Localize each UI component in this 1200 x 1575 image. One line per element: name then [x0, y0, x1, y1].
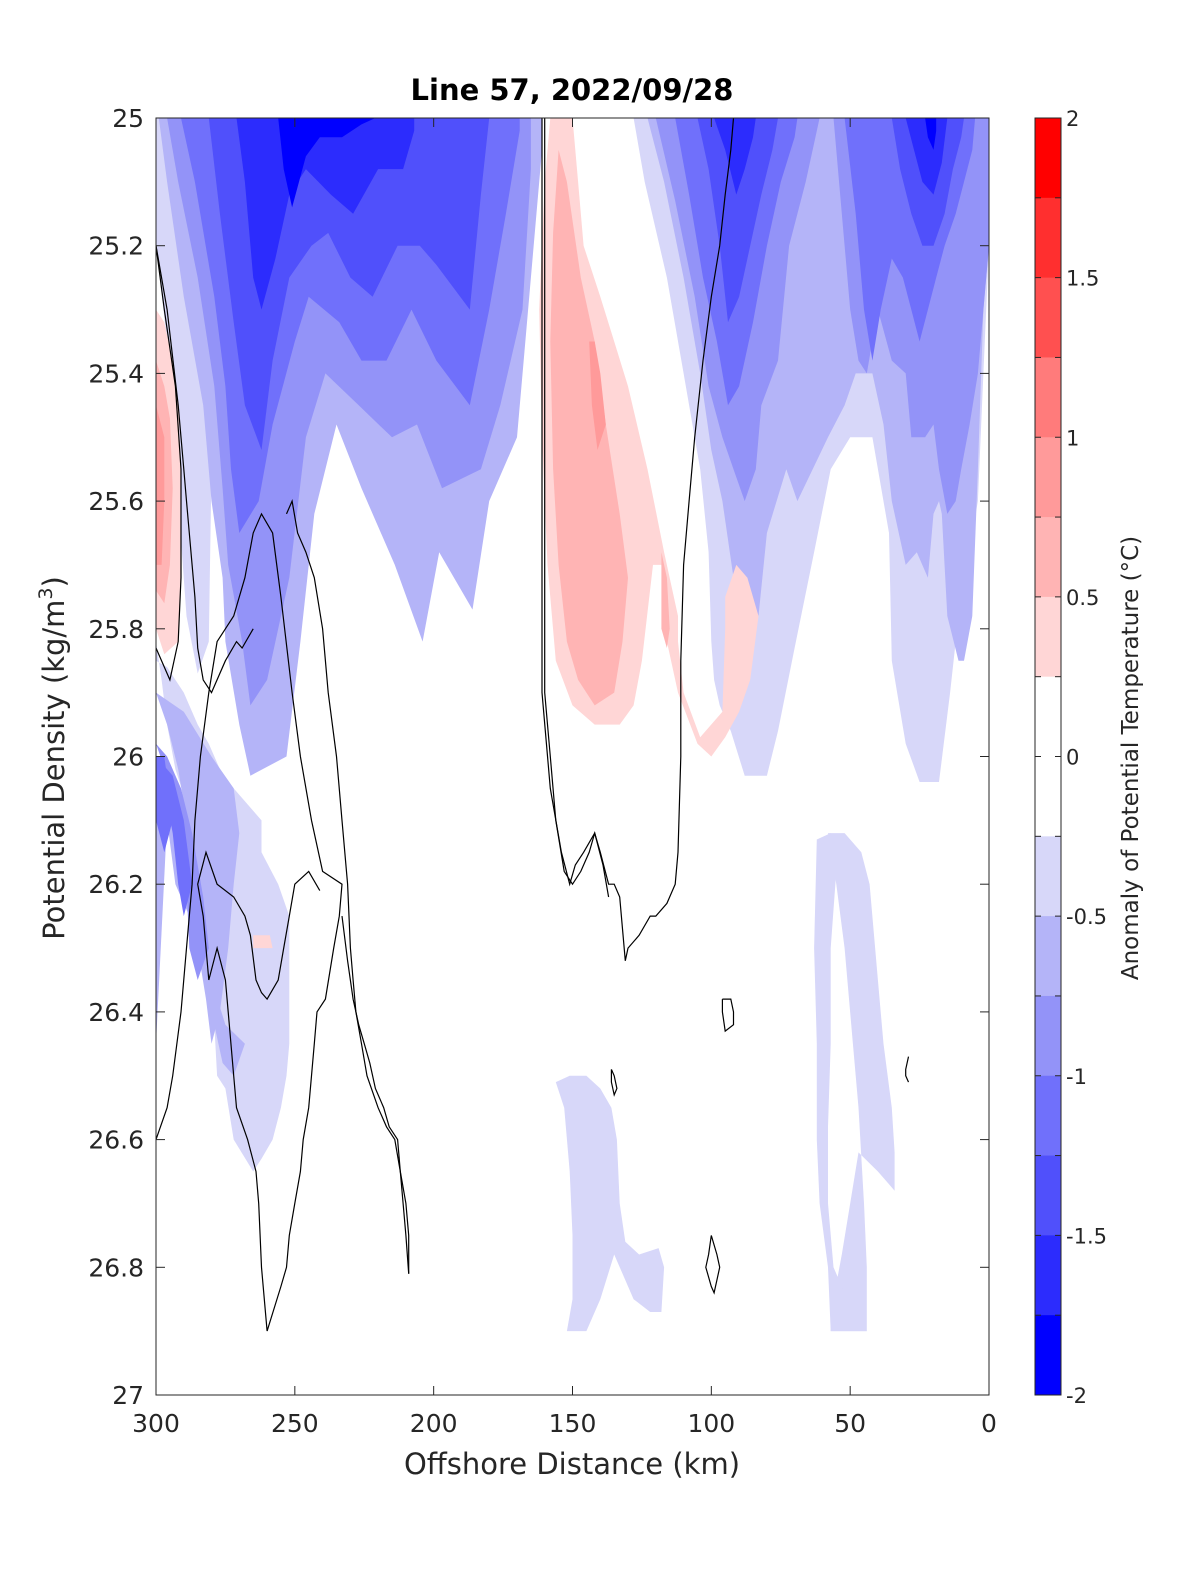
x-axis-ticks: 300 250 200 150 100 50 0 — [132, 118, 997, 1438]
filled-region-25 — [814, 833, 895, 1332]
y-tick-label: 25.8 — [88, 615, 144, 644]
zero-contour-line-3 — [197, 850, 321, 1332]
colorbar-tick-label: -1 — [1066, 1065, 1087, 1089]
x-axis-label: Offshore Distance (km) — [404, 1447, 740, 1481]
y-tick-label: 27 — [112, 1381, 144, 1410]
y-axis-ticks: 25 25.2 25.4 25.6 25.8 26 26.2 26.4 26.6 26.8 27 — [88, 104, 989, 1410]
filled-contours — [156, 118, 989, 1332]
filled-region-21 — [156, 743, 209, 980]
x-tick-label: 100 — [687, 1409, 735, 1438]
colorbar-tick-label: 1.5 — [1066, 267, 1099, 291]
filled-region-17 — [925, 118, 937, 150]
colorbar-segment-15 — [1035, 1315, 1061, 1396]
zero-contour-line-1 — [156, 245, 182, 682]
colorbar-segment-0 — [1035, 118, 1061, 199]
colorbar-tick-label: 0.5 — [1066, 586, 1099, 610]
colorbar-tick-label: -0.5 — [1066, 905, 1107, 929]
y-axis-label-text: Potential Density (kg/m — [37, 600, 71, 940]
zero-contour-line-7 — [541, 118, 610, 898]
x-tick-label: 300 — [132, 1409, 180, 1438]
colorbar: 2 1.5 1 0.5 0 -0.5 -1 -1.5 -2 — [1034, 107, 1107, 1408]
filled-region-23 — [156, 756, 173, 853]
filled-region-6 — [278, 118, 376, 208]
filled-region-13 — [697, 118, 778, 323]
filled-region-34 — [253, 935, 273, 949]
y-tick-label: 26.8 — [88, 1253, 144, 1282]
filled-region-32 — [661, 552, 670, 648]
colorbar-segment-4 — [1035, 437, 1061, 518]
colorbar-segment-8 — [1035, 756, 1061, 837]
zero-contour-line-4 — [285, 499, 410, 1274]
colorbar-segment-3 — [1035, 357, 1061, 438]
zero-contour-line-10 — [905, 1056, 910, 1083]
zero-contour-lines — [156, 118, 910, 1332]
y-axis-label: Potential Density (kg/m3) — [35, 576, 71, 940]
x-tick-label: 250 — [271, 1409, 319, 1438]
y-tick-label: 26.6 — [88, 1126, 144, 1155]
y-axis-label-close: ) — [37, 576, 71, 587]
filled-region-16 — [905, 118, 948, 195]
filled-region-15 — [714, 118, 756, 195]
filled-region-22 — [156, 756, 193, 917]
x-tick-label: 200 — [410, 1409, 458, 1438]
filled-region-29 — [156, 405, 165, 565]
colorbar-label: Anomaly of Potential Temperature (°C) — [1118, 536, 1144, 980]
filled-region-31 — [550, 149, 628, 706]
colorbar-tick-label: 2 — [1066, 107, 1079, 131]
x-tick-label: 0 — [981, 1409, 997, 1438]
colorbar-segment-13 — [1035, 1155, 1061, 1236]
y-tick-label: 26 — [112, 743, 144, 772]
filled-region-5 — [236, 118, 415, 310]
y-tick-label: 26.4 — [88, 998, 144, 1027]
colorbar-segment-10 — [1035, 916, 1061, 997]
colorbar-segment-6 — [1035, 596, 1061, 678]
zero-contour-line-2 — [156, 512, 343, 1332]
filled-region-33 — [589, 341, 606, 450]
colorbar-segment-1 — [1035, 197, 1061, 279]
colorbar-segment-14 — [1035, 1235, 1061, 1316]
filled-region-26 — [814, 833, 867, 1332]
colorbar-tick-label: 0 — [1066, 746, 1079, 770]
y-tick-label: 25.4 — [88, 359, 144, 388]
colorbar-segment-11 — [1035, 995, 1061, 1077]
chart-title: Line 57, 2022/09/28 — [411, 73, 734, 107]
colorbar-tick-label: -1.5 — [1066, 1224, 1107, 1248]
zero-contour-line-5 — [341, 916, 410, 1274]
y-tick-label: 26.2 — [88, 870, 144, 899]
y-tick-label: 25.6 — [88, 487, 144, 516]
colorbar-tick-label: 1 — [1066, 426, 1079, 450]
y-tick-label: 25 — [112, 104, 144, 133]
zero-contour-line-9 — [610, 1069, 618, 1097]
zero-contour-line-8 — [721, 998, 735, 1033]
zero-contour-line-11 — [705, 1235, 721, 1295]
colorbar-tick-label: -2 — [1066, 1384, 1087, 1408]
colorbar-segment-12 — [1035, 1075, 1061, 1157]
plot-area: 300 250 200 150 100 50 0 2525.225.425.625.8262… — [88, 104, 997, 1438]
colorbar-segment-9 — [1035, 836, 1061, 917]
y-tick-label: 25.2 — [88, 232, 144, 261]
filled-region-24 — [555, 1075, 665, 1332]
y-axis-label-superscript: 3 — [35, 587, 57, 599]
colorbar-segment-7 — [1035, 676, 1061, 757]
x-tick-label: 150 — [549, 1409, 597, 1438]
zero-contour-line-0 — [156, 245, 254, 694]
colorbar-segment-2 — [1035, 277, 1061, 358]
x-tick-label: 50 — [834, 1409, 866, 1438]
colorbar-segment-5 — [1035, 517, 1061, 598]
